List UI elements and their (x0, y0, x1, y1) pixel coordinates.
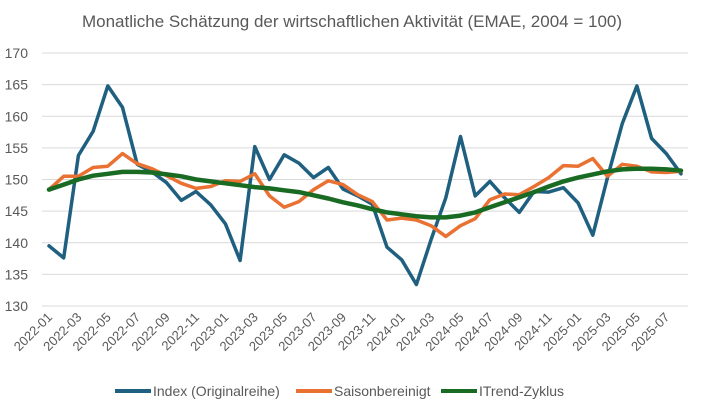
legend-item: ITrend-Zyklus (441, 383, 564, 399)
gridlines (42, 52, 688, 307)
legend: Index (Originalreihe) Saisonbereinigt ITre… (115, 383, 564, 399)
series-line-index-originalreihe (47, 84, 683, 287)
y-tick-label: 140 (5, 235, 29, 251)
y-tick-label: 150 (5, 172, 29, 188)
legend-item: Index (Originalreihe) (115, 383, 280, 399)
y-tick-label: 145 (5, 203, 29, 219)
series-lines (46, 84, 684, 287)
y-tick-label: 135 (5, 266, 29, 282)
y-tick-label: 155 (5, 140, 29, 156)
legend-label: Index (Originalreihe) (153, 383, 280, 399)
series-line-itrend-zyklus (46, 166, 684, 220)
legend-label: Saisonbereinigt (334, 383, 431, 399)
y-tick-label: 160 (5, 108, 29, 124)
y-tick-label: 130 (5, 298, 29, 314)
legend-label: ITrend-Zyklus (479, 383, 564, 399)
y-tick-label: 165 (5, 77, 29, 93)
y-axis-ticks: 130 135 140 145 150 155 160 165 170 (5, 45, 29, 314)
chart-title: Monatliche Schätzung der wirtschaftliche… (82, 12, 622, 31)
legend-item: Saisonbereinigt (296, 383, 431, 399)
x-axis-ticks: 2022-012022-032022-052022-072022-092022-… (11, 310, 673, 354)
series-line-saisonbereinigt (47, 151, 683, 239)
y-tick-label: 170 (5, 45, 29, 61)
